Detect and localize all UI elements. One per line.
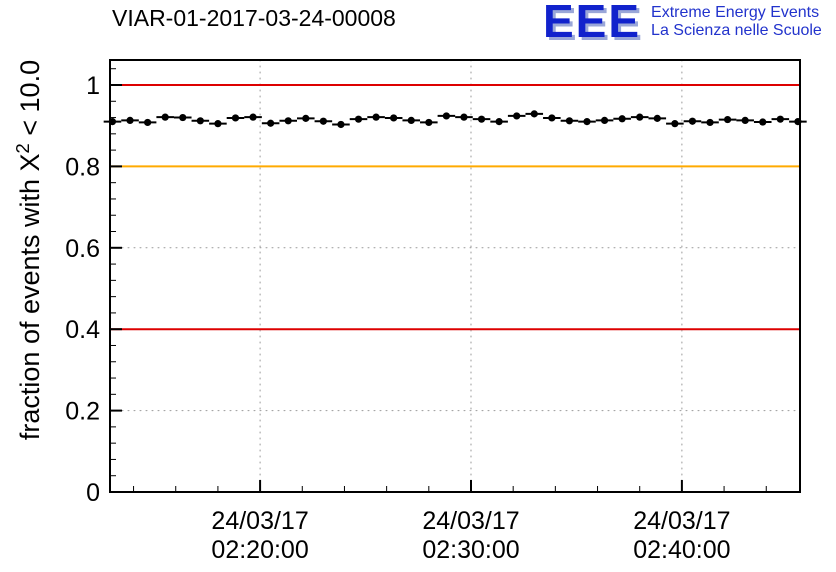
x-tick-label-date: 24/03/17 bbox=[422, 507, 519, 535]
data-point bbox=[513, 112, 521, 120]
y-axis-title: fraction of events with X2 < 10.0 bbox=[12, 0, 48, 510]
logo-text-block: Extreme Energy Events La Scienza nelle S… bbox=[651, 0, 822, 40]
eee-logo-acronym: EEE bbox=[543, 0, 642, 47]
data-point bbox=[196, 117, 204, 125]
data-point bbox=[302, 114, 310, 122]
x-tick-label-date: 24/03/17 bbox=[633, 507, 730, 535]
data-point bbox=[337, 120, 345, 129]
data-point bbox=[179, 113, 187, 122]
data-point bbox=[618, 115, 626, 123]
y-tick-label: 0.4 bbox=[65, 316, 100, 344]
data-point bbox=[390, 114, 398, 122]
data-point bbox=[653, 114, 661, 122]
data-point bbox=[319, 117, 327, 125]
data-point bbox=[126, 116, 134, 125]
x-tick-label-date: 24/03/17 bbox=[211, 507, 308, 535]
data-point bbox=[231, 114, 240, 122]
y-axis-title-suffix: < 10.0 bbox=[15, 59, 45, 144]
data-point bbox=[407, 116, 415, 125]
chart-title: VIAR-01-2017-03-24-00008 bbox=[112, 5, 396, 31]
data-point bbox=[706, 118, 714, 127]
data-point bbox=[688, 117, 697, 125]
logo-line1: Extreme Energy Events bbox=[651, 4, 820, 21]
y-axis-title-prefix: fraction of events with X bbox=[15, 153, 45, 441]
data-point bbox=[460, 113, 468, 121]
y-tick-label: 0.8 bbox=[65, 153, 100, 181]
logo-line2: La Scienza nelle Scuole bbox=[651, 22, 822, 39]
data-point bbox=[723, 115, 732, 124]
data-point bbox=[249, 113, 257, 121]
data-point bbox=[495, 118, 503, 126]
y-axis-title-sup: 2 bbox=[12, 143, 33, 154]
data-point bbox=[284, 117, 292, 125]
data-point bbox=[144, 118, 152, 127]
data-point bbox=[583, 118, 591, 126]
data-point bbox=[548, 114, 556, 122]
data-point bbox=[759, 118, 767, 126]
data-point bbox=[425, 118, 433, 127]
data-point bbox=[477, 115, 486, 123]
data-point bbox=[636, 113, 644, 121]
eee-logo: EEE Extreme Energy Events La Scienza nel… bbox=[543, 0, 822, 47]
data-point bbox=[600, 116, 609, 125]
data-point bbox=[354, 115, 363, 123]
x-tick-label-time: 02:20:00 bbox=[211, 536, 308, 564]
x-tick-label-time: 02:40:00 bbox=[633, 536, 730, 564]
data-point bbox=[161, 113, 169, 121]
y-tick-label: 0.2 bbox=[65, 398, 100, 426]
y-tick-label: 0 bbox=[86, 479, 100, 507]
data-point bbox=[530, 110, 538, 118]
y-tick-label: 1 bbox=[86, 72, 100, 100]
data-point bbox=[565, 117, 574, 125]
data-point bbox=[776, 115, 784, 123]
plot-frame bbox=[109, 59, 801, 493]
x-tick-label-time: 02:30:00 bbox=[422, 536, 519, 564]
y-tick-label: 0.6 bbox=[65, 235, 100, 263]
data-point bbox=[442, 112, 450, 120]
data-point bbox=[214, 120, 222, 128]
data-point bbox=[372, 113, 380, 121]
data-point bbox=[741, 116, 749, 125]
data-point bbox=[267, 119, 275, 127]
data-point bbox=[671, 120, 679, 128]
